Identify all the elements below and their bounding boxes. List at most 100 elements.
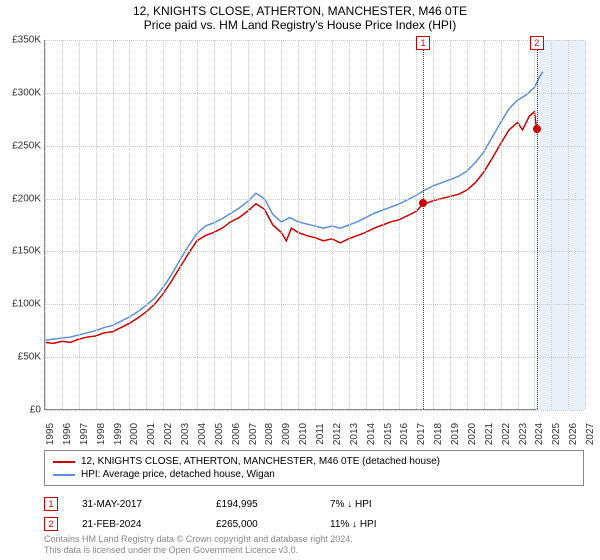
sale-diff: 11% ↓ HPI xyxy=(330,519,377,530)
x-tick-label: 2000 xyxy=(129,423,140,445)
x-tick-label: 2017 xyxy=(416,423,427,445)
x-tick-label: 2005 xyxy=(214,423,225,445)
y-tick-label: £100K xyxy=(1,299,41,310)
sale-row: 2 21-FEB-2024 £265,000 11% ↓ HPI xyxy=(44,514,584,534)
x-tick-label: 2026 xyxy=(568,423,579,445)
x-gridline xyxy=(568,40,569,409)
y-gridline xyxy=(45,410,584,411)
x-tick-label: 2012 xyxy=(332,423,343,445)
x-tick-label: 2019 xyxy=(450,423,461,445)
marker-vline xyxy=(537,40,538,409)
x-gridline xyxy=(231,40,232,409)
y-tick-label: £150K xyxy=(1,246,41,257)
chart-title: 12, KNIGHTS CLOSE, ATHERTON, MANCHESTER,… xyxy=(0,0,600,18)
x-tick-label: 2006 xyxy=(231,423,242,445)
x-tick-label: 2014 xyxy=(366,423,377,445)
legend-swatch xyxy=(53,474,75,476)
x-tick-label: 2010 xyxy=(298,423,309,445)
x-gridline xyxy=(518,40,519,409)
sale-price: £194,995 xyxy=(216,499,306,510)
x-tick-label: 1997 xyxy=(79,423,90,445)
x-tick-label: 2008 xyxy=(264,423,275,445)
legend-label: 12, KNIGHTS CLOSE, ATHERTON, MANCHESTER,… xyxy=(81,456,440,467)
x-gridline xyxy=(45,40,46,409)
x-gridline xyxy=(585,40,586,409)
y-tick-label: £0 xyxy=(1,405,41,416)
x-tick-label: 1996 xyxy=(62,423,73,445)
marker-dot xyxy=(419,199,427,207)
series-line xyxy=(45,72,543,341)
sale-number-box: 1 xyxy=(44,497,58,511)
x-gridline xyxy=(501,40,502,409)
x-gridline xyxy=(534,40,535,409)
x-gridline xyxy=(163,40,164,409)
x-gridline xyxy=(416,40,417,409)
x-tick-label: 1999 xyxy=(113,423,124,445)
x-tick-label: 2007 xyxy=(248,423,259,445)
x-tick-label: 2016 xyxy=(399,423,410,445)
x-gridline xyxy=(298,40,299,409)
x-tick-label: 2003 xyxy=(180,423,191,445)
footnote-line: This data is licensed under the Open Gov… xyxy=(44,545,353,556)
marker-vline xyxy=(423,40,424,409)
x-tick-label: 2001 xyxy=(146,423,157,445)
x-gridline xyxy=(484,40,485,409)
legend-item: HPI: Average price, detached house, Wiga… xyxy=(53,468,575,481)
x-tick-label: 2009 xyxy=(281,423,292,445)
footnote: Contains HM Land Registry data © Crown c… xyxy=(44,534,353,556)
x-tick-label: 2004 xyxy=(197,423,208,445)
x-gridline xyxy=(467,40,468,409)
marker-number-box: 1 xyxy=(416,36,430,50)
chart-subtitle: Price paid vs. HM Land Registry's House … xyxy=(0,18,600,36)
y-tick-label: £50K xyxy=(1,352,41,363)
footnote-line: Contains HM Land Registry data © Crown c… xyxy=(44,534,353,545)
x-gridline xyxy=(214,40,215,409)
x-tick-label: 2011 xyxy=(315,423,326,445)
sale-price: £265,000 xyxy=(216,519,306,530)
x-gridline xyxy=(264,40,265,409)
sale-number-box: 2 xyxy=(44,517,58,531)
x-gridline xyxy=(79,40,80,409)
x-gridline xyxy=(332,40,333,409)
x-gridline xyxy=(129,40,130,409)
marker-number-box: 2 xyxy=(530,36,544,50)
x-gridline xyxy=(281,40,282,409)
x-gridline xyxy=(399,40,400,409)
x-tick-label: 1998 xyxy=(96,423,107,445)
legend-item: 12, KNIGHTS CLOSE, ATHERTON, MANCHESTER,… xyxy=(53,455,575,468)
legend-box: 12, KNIGHTS CLOSE, ATHERTON, MANCHESTER,… xyxy=(44,450,584,486)
x-gridline xyxy=(248,40,249,409)
y-tick-label: £200K xyxy=(1,193,41,204)
marker-dot xyxy=(533,125,541,133)
y-tick-label: £350K xyxy=(1,35,41,46)
x-gridline xyxy=(349,40,350,409)
x-tick-label: 2002 xyxy=(163,423,174,445)
x-tick-label: 2023 xyxy=(518,423,529,445)
y-tick-label: £250K xyxy=(1,140,41,151)
x-tick-label: 2013 xyxy=(349,423,360,445)
x-gridline xyxy=(383,40,384,409)
sales-table: 1 31-MAY-2017 £194,995 7% ↓ HPI 2 21-FEB-2024… xyxy=(44,494,584,534)
x-gridline xyxy=(197,40,198,409)
sale-diff: 7% ↓ HPI xyxy=(330,499,372,510)
sale-date: 31-MAY-2017 xyxy=(82,499,192,510)
x-gridline xyxy=(146,40,147,409)
x-gridline xyxy=(96,40,97,409)
x-tick-label: 2024 xyxy=(534,423,545,445)
x-gridline xyxy=(450,40,451,409)
x-gridline xyxy=(551,40,552,409)
x-gridline xyxy=(366,40,367,409)
x-gridline xyxy=(180,40,181,409)
x-gridline xyxy=(433,40,434,409)
chart-plot-area: £0£50K£100K£150K£200K£250K£300K£350K1995… xyxy=(44,40,584,410)
x-tick-label: 1995 xyxy=(45,423,56,445)
y-tick-label: £300K xyxy=(1,87,41,98)
x-tick-label: 2018 xyxy=(433,423,444,445)
sale-date: 21-FEB-2024 xyxy=(82,519,192,530)
x-gridline xyxy=(62,40,63,409)
x-tick-label: 2022 xyxy=(501,423,512,445)
x-tick-label: 2020 xyxy=(467,423,478,445)
x-tick-label: 2021 xyxy=(484,423,495,445)
legend-label: HPI: Average price, detached house, Wiga… xyxy=(81,469,275,480)
x-gridline xyxy=(315,40,316,409)
